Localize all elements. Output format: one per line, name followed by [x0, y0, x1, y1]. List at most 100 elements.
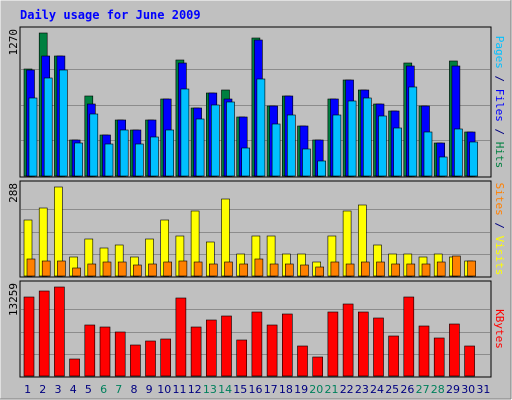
bar-kbytes-day-4 — [69, 358, 80, 377]
day-label-13: 13 — [203, 383, 217, 396]
bar-pages-day-28 — [438, 156, 448, 177]
bar-kbytes-day-6 — [99, 326, 111, 377]
panel-ylabel: KBytes — [493, 309, 506, 349]
day-label-8: 8 — [131, 383, 138, 396]
bar-pages-day-18 — [286, 114, 296, 177]
panel-ylabel: Sites / Visits — [493, 183, 506, 276]
bar-kbytes-day-16 — [251, 311, 263, 377]
bar-kbytes-day-27 — [418, 325, 430, 377]
panel-ylabel: Pages / Files / Hits — [493, 36, 506, 169]
bar-kbytes-day-26 — [403, 296, 415, 377]
bar-pages-day-24 — [378, 115, 387, 177]
bar-pages-day-10 — [165, 129, 174, 177]
chart-title: Daily usage for June 2009 — [20, 8, 201, 22]
panel-hits-files-pages: 1270 Pages / Files / Hits — [7, 26, 506, 178]
bar-pages-day-12 — [195, 118, 205, 177]
bar-sites-day-28 — [436, 261, 446, 277]
day-label-15: 15 — [233, 383, 247, 396]
day-label-25: 25 — [385, 383, 399, 396]
bar-pages-day-3 — [59, 69, 68, 177]
bar-kbytes-day-29 — [449, 323, 460, 377]
day-label-4: 4 — [70, 383, 77, 396]
day-label-16: 16 — [249, 383, 263, 396]
series-kbytes — [23, 286, 475, 377]
bar-kbytes-day-28 — [433, 337, 445, 377]
bar-sites-day-4 — [72, 267, 81, 277]
bar-kbytes-day-1 — [23, 296, 35, 377]
bar-kbytes-day-23 — [357, 311, 369, 377]
panel-ymax-label: 288 — [7, 183, 20, 203]
day-label-2: 2 — [39, 383, 46, 396]
bar-pages-day-25 — [393, 127, 402, 177]
bar-sites-day-27 — [421, 263, 431, 277]
bar-pages-day-16 — [256, 78, 266, 177]
bar-kbytes-day-18 — [281, 313, 293, 377]
ylabel-part: / — [493, 122, 506, 142]
bar-sites-day-12 — [193, 261, 203, 277]
day-label-12: 12 — [188, 383, 202, 396]
panel-kbytes: 13259 KBytes — [7, 280, 506, 378]
bar-pages-day-13 — [211, 104, 220, 177]
bar-kbytes-day-3 — [54, 286, 65, 377]
bar-sites-day-15 — [239, 263, 248, 277]
bar-pages-day-21 — [332, 114, 342, 177]
bar-kbytes-day-11 — [175, 297, 187, 377]
day-labels: 1 2 3 4 5 6 7 8 9 10 11 12 13 14 15 16 17 18 19 20 21 22 23 24 2… — [24, 383, 490, 396]
day-label-18: 18 — [279, 383, 293, 396]
day-label-24: 24 — [370, 383, 384, 396]
bar-sites-day-23 — [360, 261, 370, 277]
day-label-6: 6 — [100, 383, 107, 396]
bar-sites-day-18 — [284, 263, 294, 277]
bar-sites-day-1 — [26, 258, 36, 277]
bar-sites-day-8 — [133, 264, 142, 277]
bar-sites-day-29 — [452, 255, 461, 277]
bar-pages-day-30 — [469, 141, 478, 177]
ylabel-part: Sites — [493, 183, 506, 216]
bar-sites-day-10 — [163, 261, 172, 277]
bar-sites-day-24 — [376, 261, 385, 277]
bar-sites-day-7 — [117, 261, 127, 277]
day-label-10: 10 — [157, 383, 171, 396]
bar-kbytes-day-5 — [84, 324, 96, 377]
day-label-9: 9 — [146, 383, 153, 396]
bar-sites-day-25 — [391, 263, 400, 277]
ylabel-part: / — [493, 69, 506, 89]
bar-kbytes-day-14 — [221, 315, 232, 377]
bar-pages-day-2 — [43, 77, 53, 177]
day-label-1: 1 — [24, 383, 31, 396]
ylabel-part: Visits — [493, 236, 506, 276]
bar-sites-day-19 — [300, 264, 309, 277]
bar-sites-day-16 — [254, 258, 264, 277]
panel-ymax-label: 1270 — [7, 29, 20, 56]
ylabel-part: / — [493, 216, 506, 236]
day-label-30: 30 — [461, 383, 475, 396]
bar-pages-day-29 — [454, 128, 463, 177]
bar-sites-day-20 — [315, 266, 325, 277]
day-label-27: 27 — [416, 383, 430, 396]
bar-pages-day-8 — [135, 143, 144, 177]
bar-sites-day-21 — [330, 261, 340, 277]
bar-pages-day-26 — [408, 86, 418, 177]
day-label-20: 20 — [309, 383, 323, 396]
chart-panels: 1270 Pages / Files / Hits 288 Sites / Visit… — [7, 26, 506, 378]
bar-sites-day-13 — [209, 263, 218, 277]
day-label-31: 31 — [476, 383, 490, 396]
bar-sites-day-5 — [87, 263, 97, 277]
bar-kbytes-day-2 — [38, 290, 50, 377]
bar-pages-day-11 — [180, 88, 190, 177]
bar-sites-day-30 — [467, 260, 476, 277]
bar-sites-day-14 — [224, 261, 233, 277]
series-pages — [28, 69, 478, 177]
bar-pages-day-7 — [119, 129, 129, 177]
day-label-29: 29 — [446, 383, 460, 396]
panel-ymax-label: 13259 — [7, 283, 20, 316]
bar-sites-day-26 — [406, 263, 416, 277]
bar-sites-day-17 — [269, 263, 279, 277]
bar-pages-day-6 — [104, 143, 114, 177]
bar-pages-day-22 — [347, 100, 357, 177]
bar-sites-day-6 — [102, 261, 112, 277]
ylabel-part: Files — [493, 89, 506, 122]
day-label-21: 21 — [325, 383, 339, 396]
ylabel-part: Hits — [493, 142, 506, 169]
